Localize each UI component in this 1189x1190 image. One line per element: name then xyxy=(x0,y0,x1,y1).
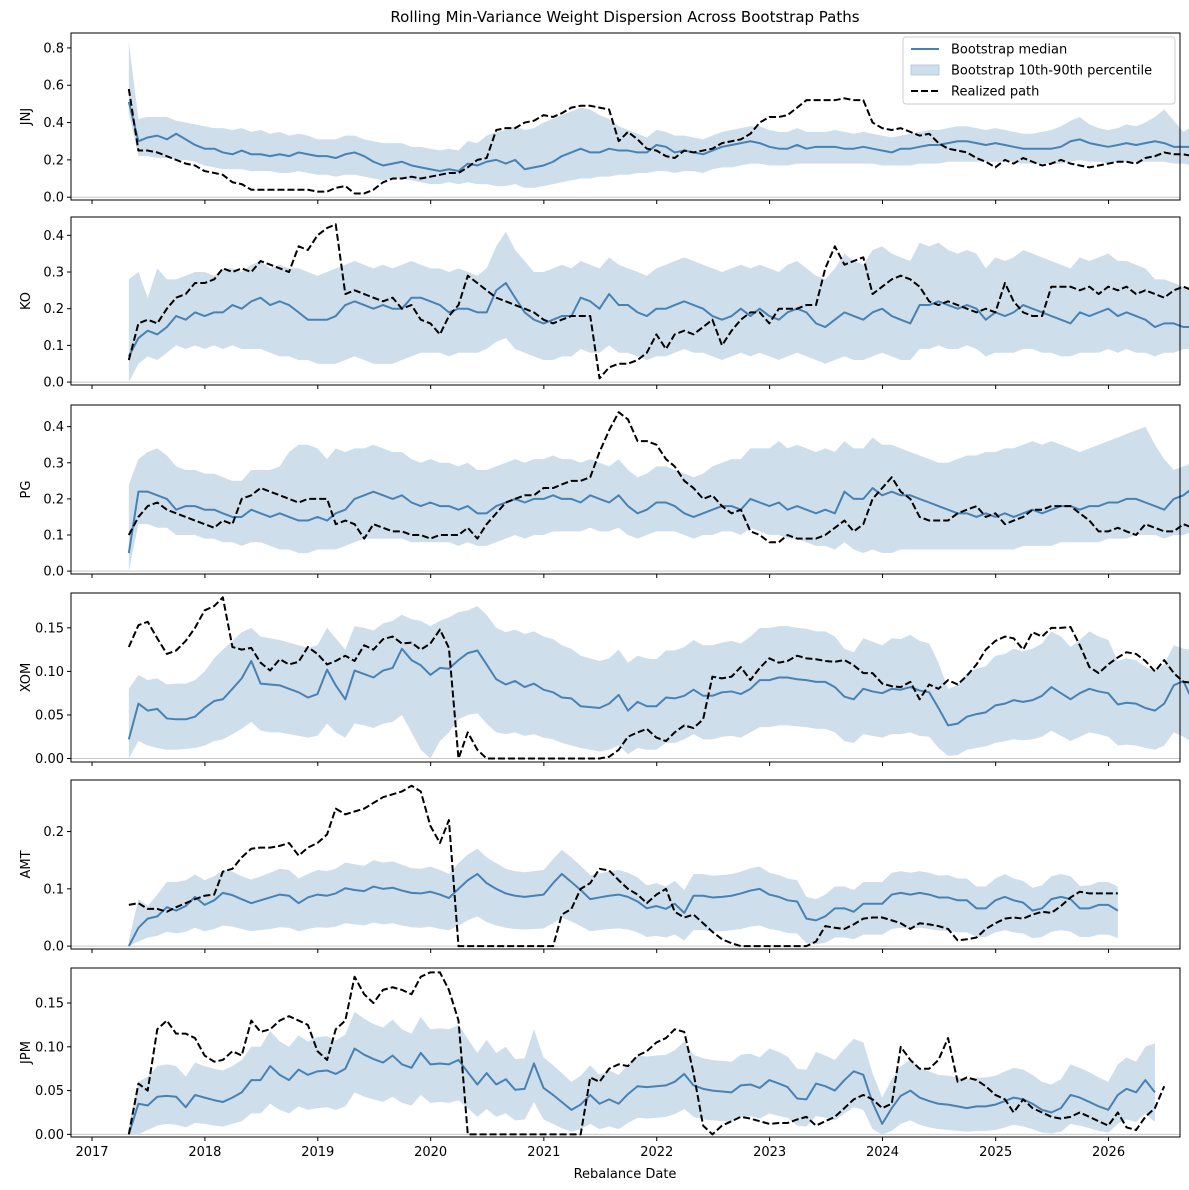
median-line xyxy=(127,647,1189,740)
axes-frame xyxy=(70,404,1181,575)
realized-line xyxy=(127,411,1189,544)
panel-jpm: 0.00 0.05 0.10 0.15 JPM 2017 2018 2019 2020 2021 2… xyxy=(19,967,1181,1160)
y-tick-label: 0.0 xyxy=(43,376,64,391)
x-tick-label: 2019 xyxy=(301,1145,334,1160)
panel-amt: 0.0 0.1 0.2 AMT xyxy=(19,779,1181,955)
median-line xyxy=(127,101,1189,173)
axes-frame xyxy=(70,779,1181,950)
realized-line xyxy=(127,223,1189,380)
y-tick-label: 0.4 xyxy=(43,229,64,244)
y-tick-label: 0.8 xyxy=(43,41,64,56)
legend: Bootstrap median Bootstrap 10th-90th perc… xyxy=(902,36,1176,105)
y-axis-label: XOM xyxy=(19,663,34,693)
percentile-band xyxy=(128,1011,1155,1135)
x-tick-label: 2018 xyxy=(188,1145,221,1160)
panels-group: 0.00.20.40.60.8JNJ0.00.10.20.30.4KO0.00.… xyxy=(19,32,1189,1160)
y-tick-label: 0.4 xyxy=(43,116,64,131)
y-tick-label: 0.05 xyxy=(35,708,64,723)
y-tick-label: 0.10 xyxy=(35,665,64,680)
realized-line xyxy=(127,596,1189,760)
x-tick-label: 2025 xyxy=(979,1145,1012,1160)
axes-frame xyxy=(70,216,1181,386)
legend-label: Realized path xyxy=(951,85,1039,100)
y-axis-label: AMT xyxy=(19,850,34,878)
x-tick-label: 2021 xyxy=(527,1145,560,1160)
y-tick-label: 0.4 xyxy=(43,420,64,435)
y-axis-label: JPM xyxy=(19,1041,34,1065)
percentile-band xyxy=(128,426,1189,572)
y-tick-label: 0.0 xyxy=(43,191,64,206)
y-tick-label: 0.2 xyxy=(43,492,64,507)
y-tick-label: 0.2 xyxy=(43,153,64,168)
median-line xyxy=(127,872,1119,947)
y-tick-label: 0.05 xyxy=(35,1084,64,1099)
y-tick-label: 0.0 xyxy=(43,565,64,580)
panel-jnj: 0.0 0.2 0.4 0.6 0.8 JNJ xyxy=(19,32,1189,206)
y-tick-label: 0.2 xyxy=(43,302,64,317)
axes-frame xyxy=(70,32,1181,201)
x-tick-label: 2017 xyxy=(75,1145,108,1160)
median-line xyxy=(127,282,1189,357)
y-tick-label: 0.15 xyxy=(35,997,64,1012)
panel-xom: 0.00 0.05 0.10 0.15 XOM xyxy=(19,592,1189,767)
median-line xyxy=(127,1047,1156,1135)
legend-box xyxy=(902,36,1176,105)
y-tick-label: 0.00 xyxy=(35,1128,64,1143)
y-axis-label: KO xyxy=(19,292,34,310)
y-tick-label: 0.1 xyxy=(43,882,64,897)
percentile-band xyxy=(128,606,1189,759)
realized-line xyxy=(127,971,1166,1136)
y-tick-label: 0.15 xyxy=(35,621,64,636)
percentile-band xyxy=(128,42,1189,188)
y-tick-label: 0.1 xyxy=(43,339,64,354)
x-tick-label: 2023 xyxy=(753,1145,786,1160)
axes-frame xyxy=(70,592,1181,763)
y-axis-label: JNJ xyxy=(19,108,34,126)
y-tick-label: 0.0 xyxy=(43,940,64,955)
y-tick-label: 0.10 xyxy=(35,1040,64,1055)
legend-band-swatch xyxy=(910,64,940,76)
legend-label: Bootstrap median xyxy=(951,43,1067,58)
y-tick-label: 0.3 xyxy=(43,456,64,471)
median-line xyxy=(127,487,1189,554)
y-tick-label: 0.00 xyxy=(35,752,64,767)
panel-ko: 0.0 0.1 0.2 0.3 0.4 KO xyxy=(19,216,1189,391)
chart-title: Rolling Min-Variance Weight Dispersion A… xyxy=(390,8,859,26)
x-tick-label: 2020 xyxy=(414,1145,447,1160)
y-tick-label: 0.1 xyxy=(43,529,64,544)
y-tick-label: 0.3 xyxy=(43,266,64,281)
axes-frame xyxy=(70,967,1181,1138)
y-axis-label: PG xyxy=(19,481,34,499)
y-tick-label: 0.2 xyxy=(43,825,64,840)
x-tick-label: 2026 xyxy=(1092,1145,1125,1160)
legend-label: Bootstrap 10th-90th percentile xyxy=(951,64,1152,79)
percentile-band xyxy=(128,848,1118,947)
percentile-band xyxy=(128,231,1189,383)
x-tick-label: 2024 xyxy=(866,1145,899,1160)
x-axis-label: Rebalance Date xyxy=(574,1167,677,1182)
x-tick-label: 2022 xyxy=(640,1145,673,1160)
y-tick-label: 0.6 xyxy=(43,79,64,94)
realized-line xyxy=(127,88,1189,195)
panel-pg: 0.0 0.1 0.2 0.3 0.4 PG xyxy=(19,404,1189,580)
